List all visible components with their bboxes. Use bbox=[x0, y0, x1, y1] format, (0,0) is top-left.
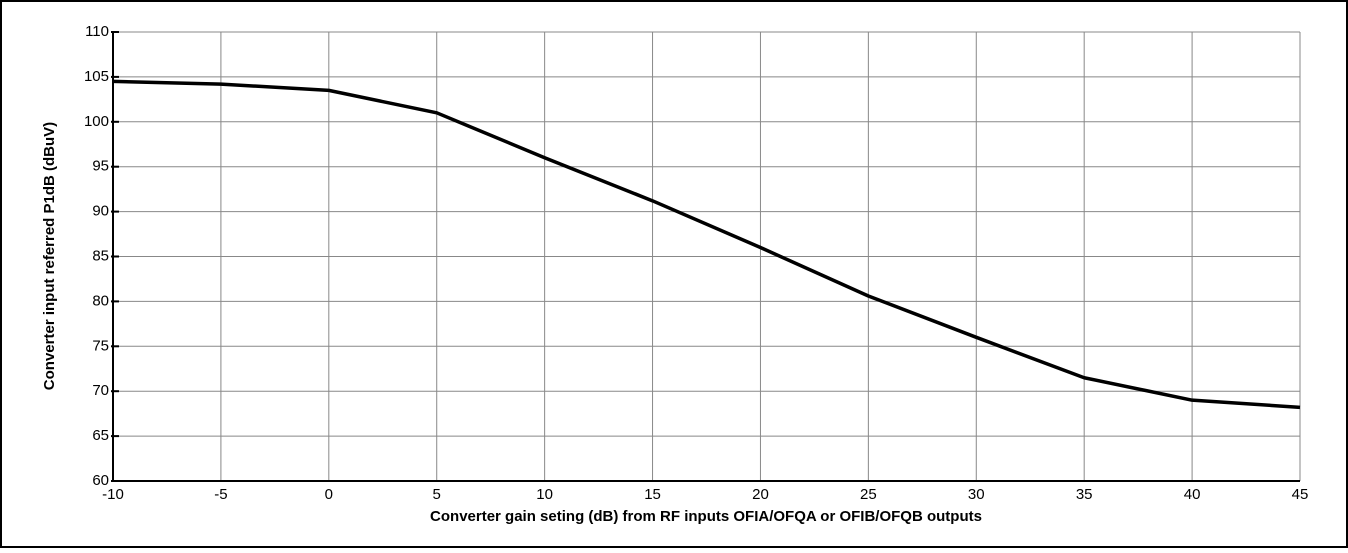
y-tick-label: 90 bbox=[92, 203, 109, 220]
x-tick-label: 0 bbox=[325, 486, 333, 503]
y-tick-label: 100 bbox=[84, 113, 109, 130]
y-tick-label: 75 bbox=[92, 337, 109, 354]
y-tick-label: 110 bbox=[85, 23, 109, 40]
x-tick-label: 25 bbox=[860, 486, 877, 503]
x-tick-label: 5 bbox=[433, 486, 441, 503]
x-tick-label: -10 bbox=[102, 486, 124, 503]
x-tick-label: 30 bbox=[968, 486, 985, 503]
x-tick-label: 20 bbox=[752, 486, 769, 503]
x-tick-label: 15 bbox=[644, 486, 661, 503]
x-tick-label: 35 bbox=[1076, 486, 1093, 503]
x-axis-title: Converter gain seting (dB) from RF input… bbox=[430, 508, 982, 525]
y-tick-label: 60 bbox=[92, 472, 109, 489]
y-tick-label: 65 bbox=[92, 427, 109, 444]
x-tick-label: 45 bbox=[1292, 486, 1309, 503]
y-tick-label: 105 bbox=[84, 68, 109, 85]
y-tick-label: 95 bbox=[92, 158, 109, 175]
x-tick-label: 10 bbox=[536, 486, 553, 503]
y-tick-label: 85 bbox=[92, 247, 109, 264]
x-tick-label: 40 bbox=[1184, 486, 1201, 503]
data-line bbox=[112, 79, 1301, 410]
y-tick-label: 70 bbox=[92, 382, 109, 399]
y-tick-label: 80 bbox=[92, 292, 109, 309]
x-tick-label: -5 bbox=[214, 486, 227, 503]
y-axis-title: Converter input referred P1dB (dBuV) bbox=[41, 122, 58, 390]
